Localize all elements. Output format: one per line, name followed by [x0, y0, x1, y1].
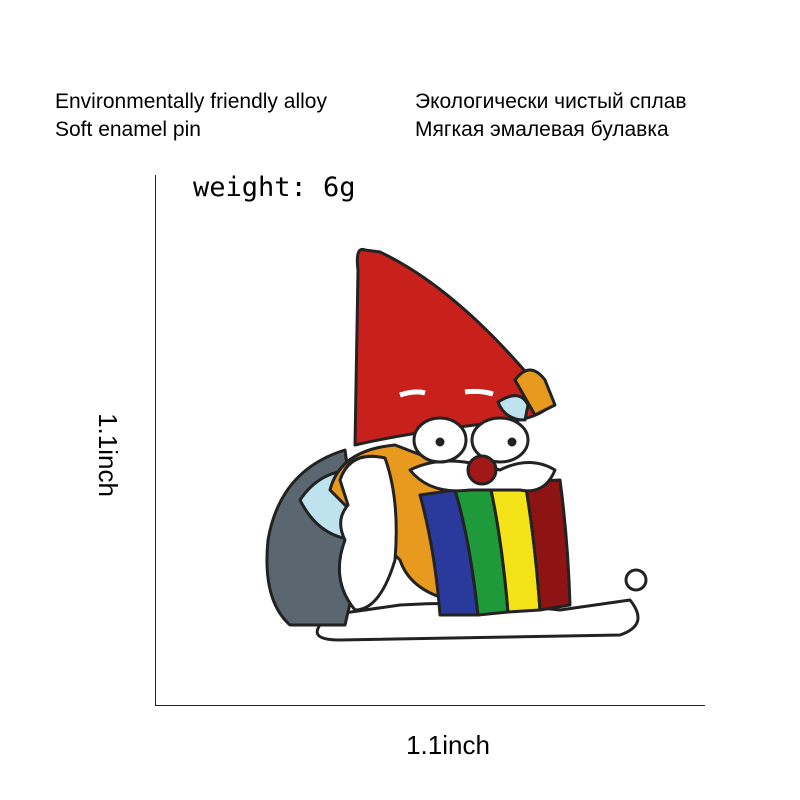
feature-alloy-ru: Экологически чистый сплав	[415, 90, 687, 113]
right-eye	[470, 416, 530, 464]
weight-label: weight: 6g	[193, 172, 356, 203]
feature-enamel-en: Soft enamel pin	[55, 118, 201, 141]
width-label: 1.1inch	[406, 730, 490, 760]
nose	[466, 454, 498, 486]
rainbow-red	[523, 478, 572, 612]
feature-enamel-ru: Мягкая эмалевая булавка	[415, 118, 669, 141]
feature-alloy-en: Environmentally friendly alloy	[55, 90, 327, 113]
width-dimension-line	[155, 705, 705, 706]
height-dimension-line	[155, 175, 156, 706]
